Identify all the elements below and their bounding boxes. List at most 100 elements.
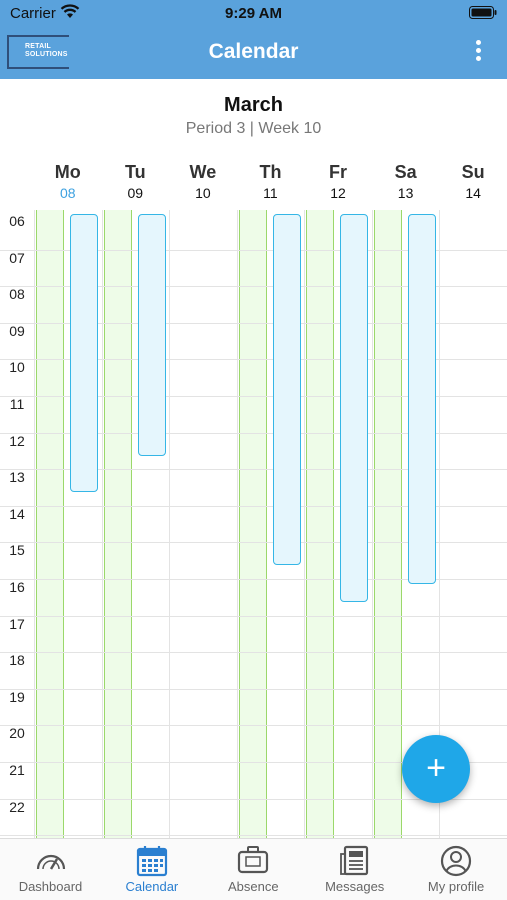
hour-label: 17 xyxy=(9,615,25,632)
calendar-icon xyxy=(101,845,202,879)
app-header: Carrier 9:29 AM RETAIL SOLUTIONS Calenda… xyxy=(0,0,507,79)
battery-icon xyxy=(469,6,497,23)
hour-label: 08 xyxy=(9,286,25,303)
day-header-sa[interactable]: Sa 13 xyxy=(372,162,440,201)
grid-column-line xyxy=(236,210,238,838)
tab-dashboard[interactable]: Dashboard xyxy=(0,845,101,894)
gauge-icon xyxy=(0,845,101,879)
newspaper-icon xyxy=(304,845,405,879)
day-date: 12 xyxy=(330,185,346,201)
hour-line xyxy=(0,505,507,507)
hour-label: 21 xyxy=(9,762,25,778)
hour-label: 19 xyxy=(9,688,25,705)
day-date: 11 xyxy=(263,185,278,201)
hour-label: 15 xyxy=(9,542,25,559)
grid-column-line xyxy=(34,210,35,838)
more-options-icon[interactable] xyxy=(473,40,483,66)
tab-bar: Dashboard Calendar Absence Messages My profi… xyxy=(0,838,507,900)
tab-label: Messages xyxy=(325,879,385,894)
day-date: 13 xyxy=(397,185,414,201)
period-week-label: Period 3 | Week 10 xyxy=(185,120,322,137)
tab-label: Calendar xyxy=(125,879,179,894)
day-date: 10 xyxy=(195,185,211,201)
day-header-fr[interactable]: Fr 12 xyxy=(304,162,372,201)
hour-label: 07 xyxy=(9,249,25,266)
hour-label: 13 xyxy=(9,469,25,486)
hour-label: 12 xyxy=(9,432,25,449)
hour-label: 18 xyxy=(9,652,25,669)
availability-band-sa xyxy=(373,210,402,838)
retail-solutions-logo: RETAIL SOLUTIONS xyxy=(7,35,69,69)
hour-label: 06 xyxy=(9,213,25,229)
grid-column-line xyxy=(439,210,441,838)
day-header-th[interactable]: Th 11 xyxy=(237,162,305,201)
shift-block-th[interactable] xyxy=(272,214,301,566)
status-bar: Carrier 9:29 AM xyxy=(0,0,507,28)
hour-line xyxy=(0,469,507,471)
day-name: Fr xyxy=(329,162,348,182)
grid-column-line xyxy=(169,210,171,838)
day-date: 08 xyxy=(59,185,76,201)
hour-line xyxy=(0,688,507,690)
day-header-tu[interactable]: Tu 09 xyxy=(102,162,170,201)
day-name: Tu xyxy=(124,162,146,182)
hour-label: 22 xyxy=(9,798,25,815)
hour-label: 09 xyxy=(9,322,25,339)
day-date: 14 xyxy=(465,185,481,201)
hour-line xyxy=(0,835,507,837)
wifi-icon xyxy=(60,3,80,23)
tab-absence[interactable]: Absence xyxy=(203,845,304,894)
availability-band-tu xyxy=(103,210,132,838)
hour-label: 14 xyxy=(9,505,25,522)
availability-band-mo xyxy=(36,210,64,838)
hour-line xyxy=(0,725,507,727)
clock: 9:29 AM xyxy=(225,5,282,22)
hour-line xyxy=(0,615,507,617)
weekday-header: Mo 08 Tu 09 We 10 Th 11 Fr 12 Sa 13 Su 14 xyxy=(34,162,507,206)
hour-line xyxy=(0,249,507,251)
add-button[interactable]: + xyxy=(402,735,470,803)
shift-block-tu[interactable] xyxy=(137,214,166,456)
tab-messages[interactable]: Messages xyxy=(304,845,405,894)
suitcase-icon xyxy=(203,845,304,879)
hour-line xyxy=(0,286,507,288)
hour-label: 10 xyxy=(9,359,25,376)
availability-band-th xyxy=(238,210,267,838)
hour-line xyxy=(0,432,507,434)
hour-label: 11 xyxy=(9,396,25,412)
day-header-su[interactable]: Su 14 xyxy=(439,162,507,201)
user-icon xyxy=(406,845,507,879)
hour-label: 16 xyxy=(9,579,25,595)
shift-block-fr[interactable] xyxy=(340,214,369,602)
carrier-label: Carrier xyxy=(10,5,56,22)
tab-label: Absence xyxy=(228,879,279,894)
day-name: Su xyxy=(461,162,485,182)
hour-line xyxy=(0,762,507,763)
day-name: We xyxy=(189,162,217,182)
calendar-grid[interactable]: 06 07 08 09 10 11 12 13 14 15 16 17 18 19 20 21 22 xyxy=(0,210,507,838)
logo-text: RETAIL SOLUTIONS xyxy=(25,43,68,58)
grid-column-line xyxy=(304,210,306,838)
hour-line xyxy=(0,359,507,361)
tab-label: My profile xyxy=(427,879,485,894)
day-header-we[interactable]: We 10 xyxy=(169,162,237,201)
day-name: Mo xyxy=(54,162,81,182)
hour-line xyxy=(0,542,507,544)
day-header-mo[interactable]: Mo 08 xyxy=(34,162,102,201)
day-date: 09 xyxy=(127,185,144,201)
hour-line xyxy=(0,579,507,580)
month-title[interactable]: March xyxy=(224,94,283,116)
tab-calendar[interactable]: Calendar xyxy=(101,845,202,894)
availability-band-fr xyxy=(306,210,335,838)
grid-column-line xyxy=(101,210,103,838)
navigation-bar: RETAIL SOLUTIONS Calendar xyxy=(0,28,507,79)
shift-block-mo[interactable] xyxy=(70,214,98,493)
grid-column-line xyxy=(371,210,373,838)
hour-label: 20 xyxy=(9,725,25,742)
day-name: Sa xyxy=(394,162,417,182)
shift-block-sa[interactable] xyxy=(407,214,436,584)
hour-line xyxy=(0,322,507,324)
hour-line xyxy=(0,396,507,397)
tab-my-profile[interactable]: My profile xyxy=(406,845,507,894)
day-name: Th xyxy=(259,162,282,182)
